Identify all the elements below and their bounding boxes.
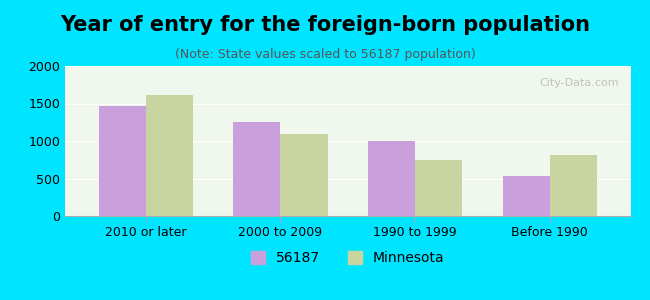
Bar (233, 122, 280, 216)
Bar (146, 94, 193, 216)
Bar (280, 134, 328, 216)
Bar (502, 176, 550, 216)
Text: (Note: State values scaled to 56187 population): (Note: State values scaled to 56187 popu… (175, 48, 475, 61)
Bar (550, 154, 597, 216)
Text: City-Data.com: City-Data.com (540, 78, 619, 88)
Bar (368, 141, 415, 216)
Bar (415, 160, 462, 216)
Bar (99, 106, 146, 216)
Legend: 56187, Minnesota: 56187, Minnesota (244, 244, 452, 272)
Text: Year of entry for the foreign-born population: Year of entry for the foreign-born popul… (60, 15, 590, 35)
